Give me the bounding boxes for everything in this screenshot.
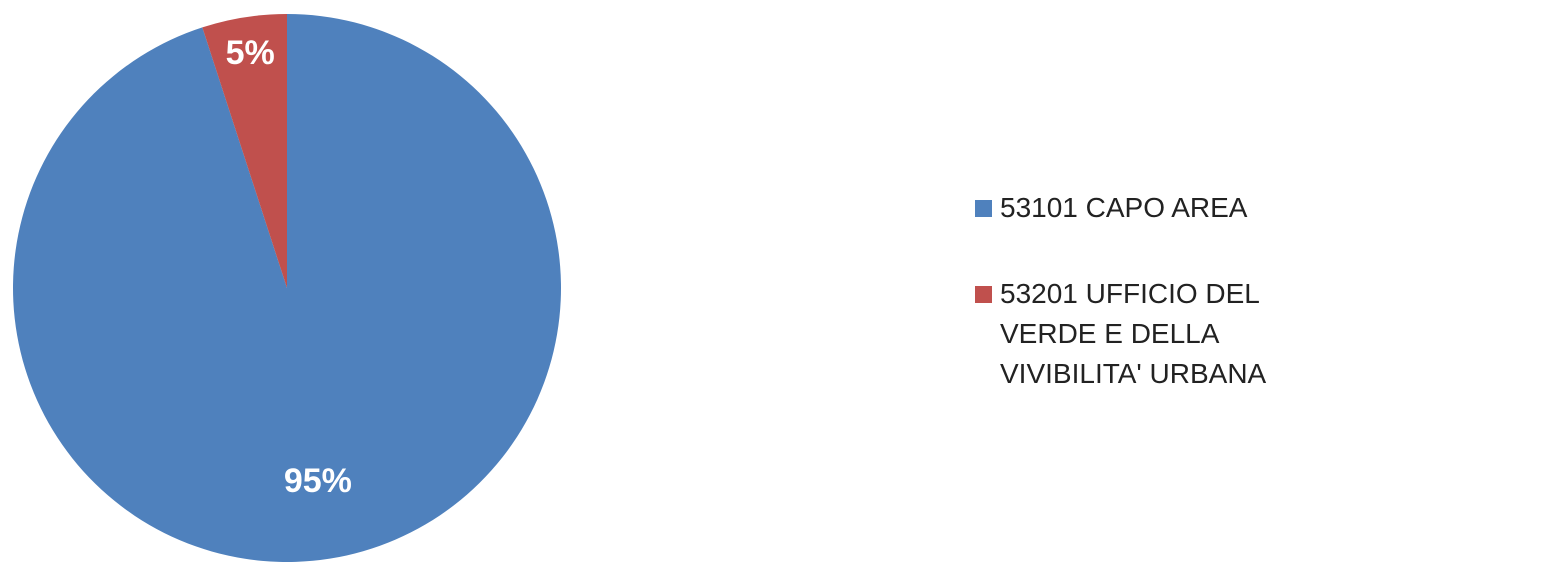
legend: 53101 CAPO AREA 53201 UFFICIO DEL VERDE E… (975, 188, 1305, 440)
legend-item: 53101 CAPO AREA (975, 188, 1305, 228)
data-label: 95% (284, 462, 352, 500)
legend-swatch (975, 286, 992, 303)
pie-slice (202, 14, 287, 288)
legend-swatch (975, 200, 992, 217)
data-label: 5% (226, 34, 275, 72)
chart: 95% 5% (12, 14, 562, 562)
pie-slice (12, 14, 562, 562)
legend-label: 53101 CAPO AREA (1000, 192, 1248, 223)
legend-item: 53201 UFFICIO DEL VERDE E DELLA VIVIBILI… (975, 274, 1305, 394)
legend-label: 53201 UFFICIO DEL VERDE E DELLA VIVIBILI… (1000, 278, 1267, 389)
